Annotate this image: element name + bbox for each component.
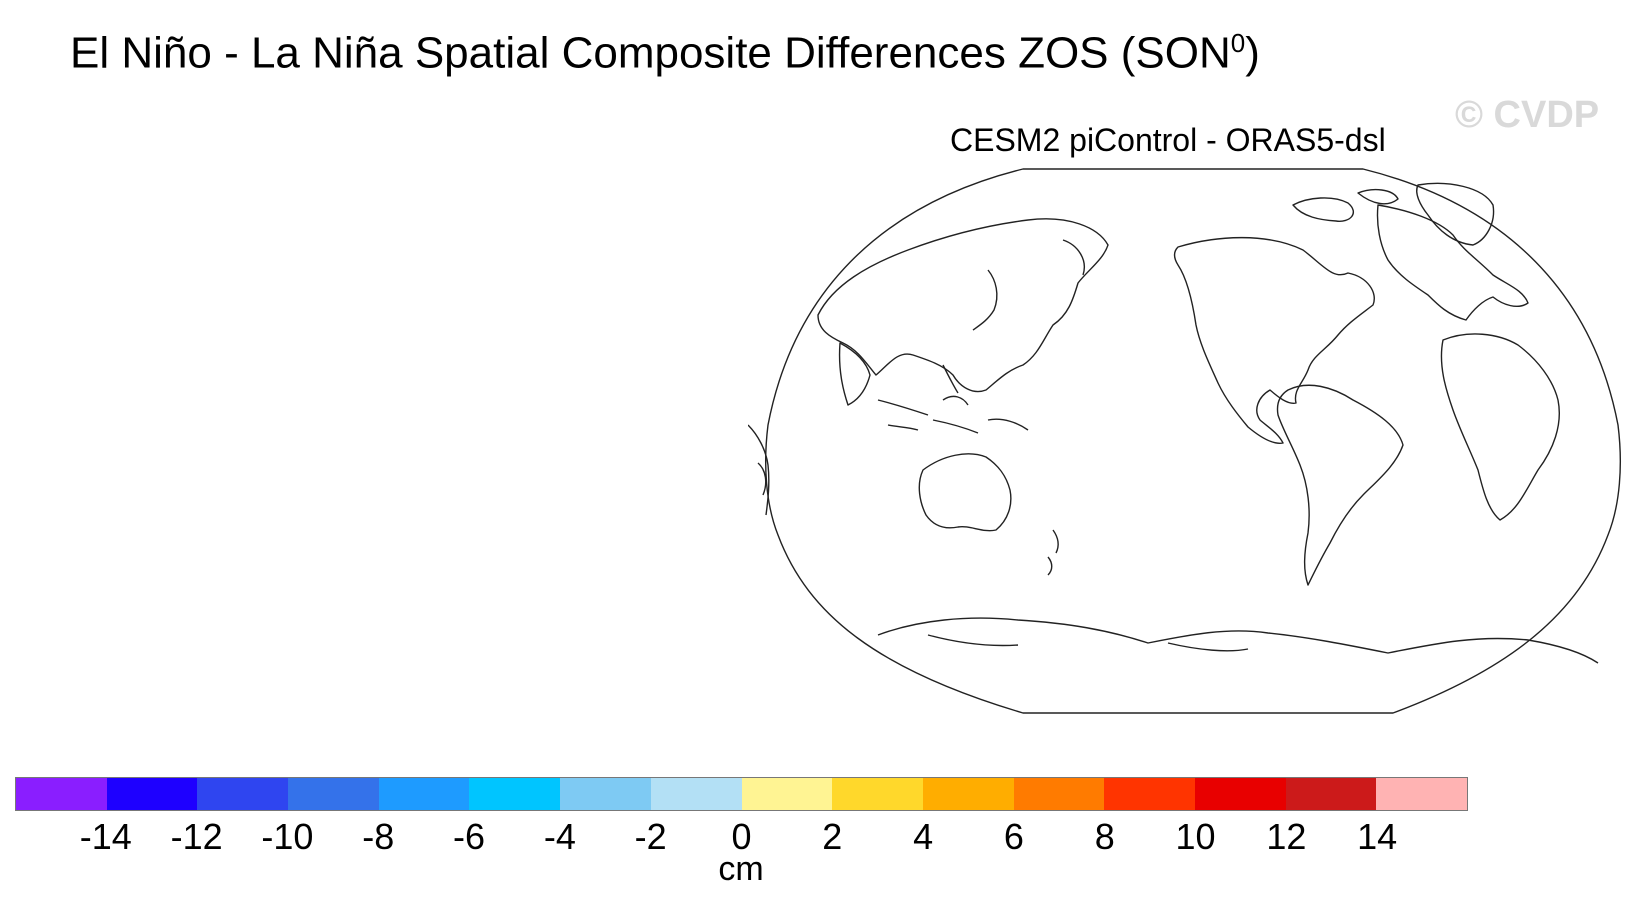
coast-india [838, 342, 871, 406]
coast-antarctica [877, 617, 1599, 664]
coast-kamchatka [1062, 239, 1085, 276]
colorbar-segment [1376, 778, 1467, 810]
colorbar-tick-label: -6 [453, 816, 486, 857]
colorbar-segment [288, 778, 379, 810]
coast-indonesia [877, 395, 1029, 434]
colorbar-tick-label: 4 [913, 816, 934, 857]
colorbar-segment [197, 778, 289, 810]
colorbar-tick-label: 6 [1003, 816, 1024, 857]
colorbar-tick-label: -10 [261, 816, 314, 857]
colorbar-ticks: -14 -12 -10 -8 -6 -4 -2 0 2 4 6 8 10 12 14 [15, 816, 1468, 857]
colorbar-segment [922, 778, 1014, 810]
colorbar-segment [469, 778, 561, 810]
colorbar-tick-label: 8 [1094, 816, 1115, 857]
coast-africa [1440, 333, 1560, 521]
coast-japan [972, 269, 998, 331]
colorbar-segment [1013, 778, 1105, 810]
colorbar-tick-label: -12 [170, 816, 223, 857]
colorbar [15, 777, 1468, 811]
colorbar-tick-label: -2 [634, 816, 667, 857]
colorbar-segment [378, 778, 470, 810]
colorbar-segment [16, 778, 107, 810]
coast-madagascar [757, 462, 767, 496]
colorbar-segment [1194, 778, 1286, 810]
colorbar-segment [1285, 778, 1377, 810]
colorbar-tick-label: 0 [731, 816, 752, 857]
panel-subtitle: CESM2 piControl - ORAS5-dsl [950, 122, 1386, 158]
coast-philippines [942, 364, 959, 394]
figure-title: El Niño - La Niña Spatial Composite Diff… [70, 28, 1260, 79]
colorbar-tick-label: 12 [1266, 816, 1307, 857]
colorbar-segment [650, 778, 742, 810]
colorbar-tick-label: -4 [543, 816, 576, 857]
figure-title-text: El Niño - La Niña Spatial Composite Diff… [70, 28, 1231, 78]
cvdp-watermark: © CVDP [1455, 94, 1600, 136]
colorbar-tick-label: -14 [79, 816, 132, 857]
coast-europe [1376, 204, 1529, 321]
colorbar-segment [560, 778, 651, 810]
colorbar-units: cm [718, 850, 764, 888]
map-frame [765, 168, 1621, 714]
colorbar-segment [832, 778, 923, 810]
world-map [748, 168, 1621, 714]
colorbar-segment [741, 778, 833, 810]
colorbar-tick-label: 14 [1357, 816, 1398, 857]
colorbar-tick-label: -8 [362, 816, 395, 857]
colorbar-segment [1104, 778, 1195, 810]
coast-australia [918, 453, 1012, 532]
coast-new-zealand [1047, 529, 1059, 576]
colorbar-tick-label: 10 [1175, 816, 1216, 857]
coast-north-america [1173, 236, 1375, 444]
colorbar-tick-label: 2 [822, 816, 843, 857]
figure-title-suffix: ) [1245, 28, 1260, 78]
coast-greenland [1416, 182, 1495, 246]
coast-east-africa-left [748, 424, 770, 516]
figure-title-superscript: 0 [1230, 28, 1246, 58]
coast-arctic-islands [1292, 188, 1399, 222]
coast-asia [817, 218, 1109, 393]
coast-south-america [1276, 384, 1404, 586]
colorbar-segment [106, 778, 198, 810]
